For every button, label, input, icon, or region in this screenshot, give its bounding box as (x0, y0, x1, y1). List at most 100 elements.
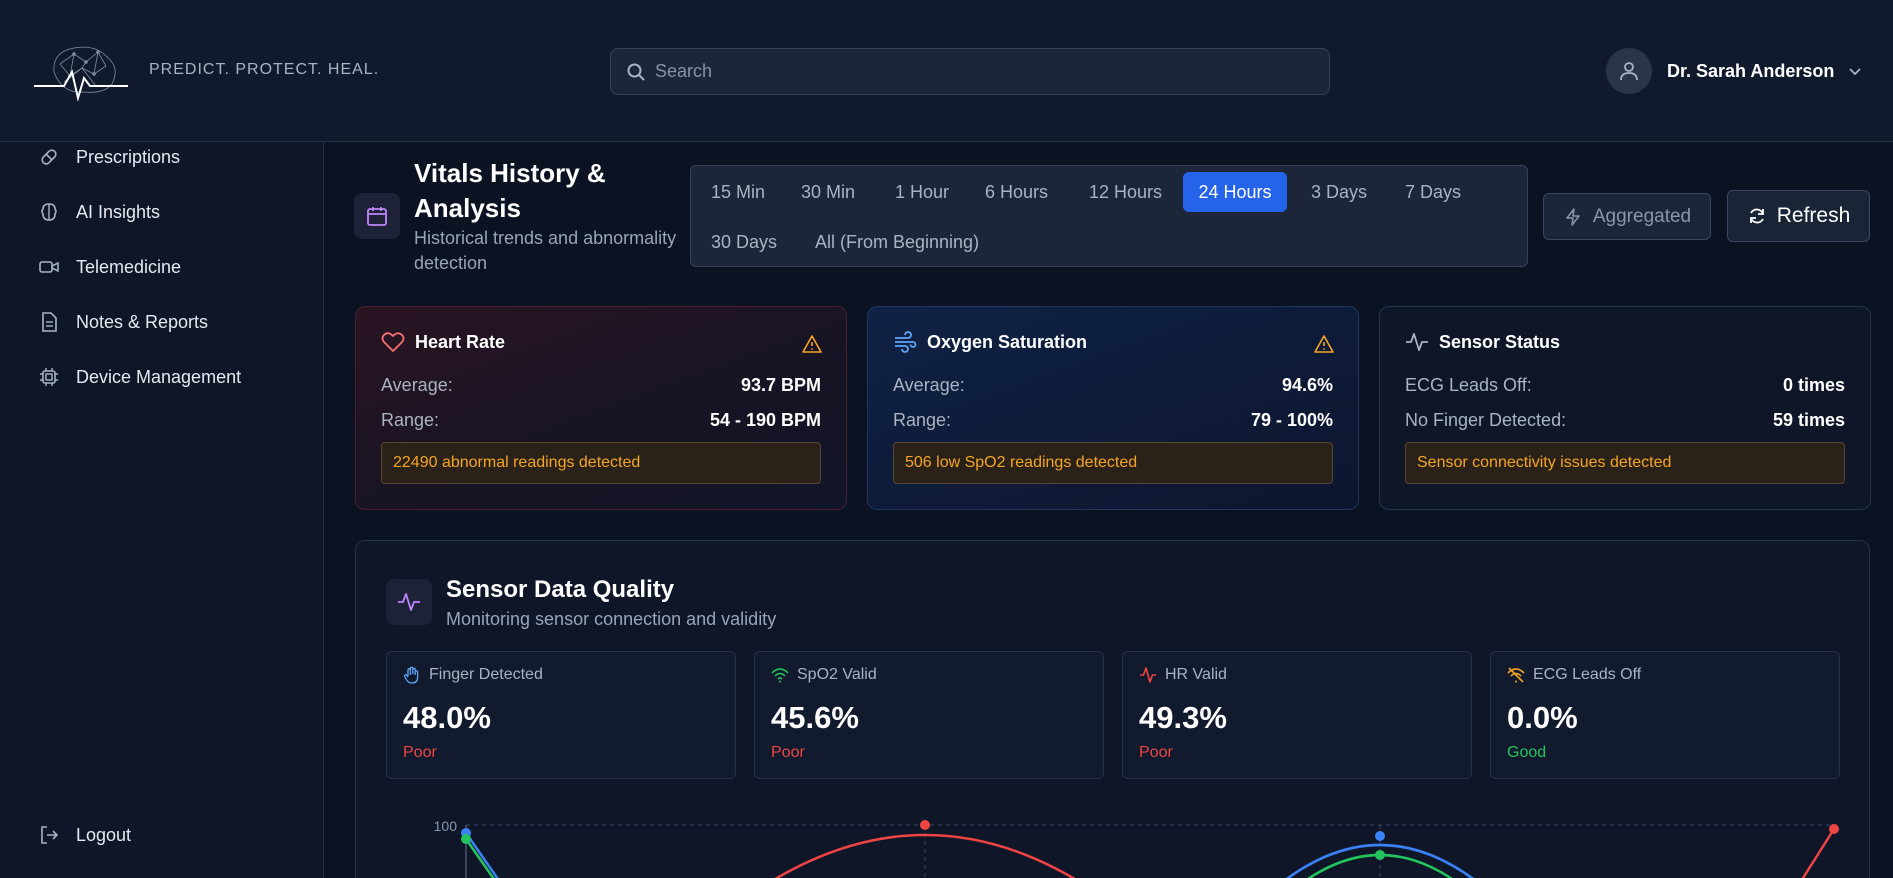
stat-label: Average: (381, 375, 453, 395)
range-7-days[interactable]: 7 Days (1405, 181, 1462, 202)
logout-button[interactable]: Logout (38, 820, 131, 850)
metric-header: HR Valid (1139, 666, 1227, 684)
oxygen-saturation-card: Oxygen Saturation Average: 94.6% Range: 79… (867, 306, 1359, 510)
chart-point-green-peak (1375, 850, 1385, 860)
warning-icon (1314, 335, 1334, 353)
alert-message: 506 low SpO2 readings detected (893, 442, 1333, 484)
stat-label: Range: (893, 410, 952, 430)
alert-message: Sensor connectivity issues detected (1405, 442, 1845, 484)
metric-card-spo2-valid: SpO2 Valid 45.6% Poor (754, 651, 1104, 779)
sidebar: Prescriptions AI Insights Telemedicine N… (0, 142, 324, 878)
metric-value: 48.0% (403, 700, 491, 735)
stat-value: 94.6% (1281, 375, 1333, 395)
video-icon (39, 261, 59, 273)
metric-status: Poor (771, 744, 805, 761)
chart-point-green-start (461, 834, 471, 844)
metric-label: ECG Leads Off (1533, 666, 1642, 683)
sidebar-item-device-management[interactable]: Device Management (38, 362, 241, 392)
logout-label: Logout (76, 824, 132, 845)
hand-icon (404, 666, 419, 684)
chart-series-red-tail (1801, 828, 1836, 878)
panel-title: Sensor Data Quality (446, 576, 675, 603)
stat-value: 0 times (1782, 375, 1845, 395)
chart-series-red (774, 833, 1076, 878)
range-30-days[interactable]: 30 Days (711, 231, 778, 252)
activity-icon (398, 593, 420, 611)
range-3-days[interactable]: 3 Days (1311, 181, 1368, 202)
stat-value: 54 - 190 BPM (709, 410, 821, 430)
metric-status: Good (1507, 744, 1547, 761)
refresh-label: Refresh (1776, 204, 1851, 227)
sidebar-item-label: Prescriptions (76, 146, 181, 167)
stat-label: No Finger Detected: (1405, 410, 1567, 430)
chevron-down-icon[interactable] (1846, 62, 1864, 80)
metric-value: 0.0% (1507, 700, 1578, 735)
search-bar[interactable] (610, 48, 1330, 95)
page-subtitle: Historical trends and abnormality detect… (414, 228, 677, 273)
card-title: Oxygen Saturation (927, 331, 1088, 352)
stat-row-no-finger: No Finger Detected: 59 times (1405, 410, 1845, 431)
metric-header: Finger Detected (403, 666, 543, 684)
user-name[interactable]: Dr. Sarah Anderson (1667, 60, 1835, 81)
stat-value: 93.7 BPM (740, 375, 821, 395)
stat-row-average: Average: 93.7 BPM (381, 375, 821, 396)
card-title: Sensor Status (1439, 331, 1561, 352)
user-icon (1620, 62, 1638, 81)
range-all[interactable]: All (From Beginning) (815, 231, 980, 252)
metric-card-hr-valid: HR Valid 49.3% Poor (1122, 651, 1472, 779)
stat-row-range: Range: 79 - 100% (893, 410, 1333, 431)
sidebar-item-notes-reports[interactable]: Notes & Reports (38, 307, 208, 337)
pulse-icon (1406, 333, 1428, 351)
card-header: Oxygen Saturation (893, 331, 1087, 353)
stat-label: Range: (381, 410, 440, 430)
chart-y-tick-label: 100 (434, 818, 458, 834)
metric-value: 49.3% (1139, 700, 1227, 735)
sidebar-item-ai-insights[interactable]: AI Insights (38, 197, 160, 227)
chart-series-blue-arc (1286, 843, 1474, 878)
stat-label: ECG Leads Off: (1405, 375, 1532, 395)
aggregated-button[interactable]: Aggregated (1543, 193, 1711, 240)
sidebar-item-label: Device Management (76, 366, 242, 387)
range-30-min[interactable]: 30 Min (801, 181, 856, 202)
brand-tagline: PREDICT. PROTECT. HEAL. (149, 61, 380, 78)
stat-row-ecg-leads-off: ECG Leads Off: 0 times (1405, 375, 1845, 396)
refresh-button[interactable]: Refresh (1727, 190, 1870, 242)
wifi-off-icon (1507, 667, 1525, 683)
logout-icon (41, 826, 59, 844)
range-1-hour[interactable]: 1 Hour (895, 181, 950, 202)
wind-icon (895, 331, 917, 353)
metric-label: SpO2 Valid (797, 666, 877, 683)
sidebar-item-telemedicine[interactable]: Telemedicine (38, 252, 181, 282)
metric-label: Finger Detected (429, 666, 543, 683)
top-header: PREDICT. PROTECT. HEAL. Dr. Sarah Anders… (0, 0, 1893, 142)
wifi-icon (771, 668, 789, 683)
metric-label: HR Valid (1165, 666, 1227, 683)
sensor-quality-chart: 100 (434, 818, 1839, 878)
search-icon (627, 63, 645, 81)
chart-point-red-end (1829, 824, 1839, 834)
range-15-min[interactable]: 15 Min (711, 181, 766, 202)
range-6-hours[interactable]: 6 Hours (985, 181, 1049, 202)
chart-series-green (464, 838, 495, 878)
metric-card-finger-detected: Finger Detected 48.0% Poor (386, 651, 736, 779)
stat-value: 79 - 100% (1250, 410, 1333, 430)
metric-status: Poor (1139, 744, 1173, 761)
sidebar-item-label: Telemedicine (76, 256, 182, 277)
user-menu[interactable]: Dr. Sarah Anderson (1606, 48, 1864, 94)
stat-row-range: Range: 54 - 190 BPM (381, 410, 821, 431)
sidebar-item-prescriptions[interactable]: Prescriptions (38, 142, 180, 172)
card-header: Sensor Status (1405, 331, 1560, 353)
search-input[interactable] (655, 49, 1315, 94)
avatar[interactable] (1606, 48, 1652, 94)
warning-icon (802, 335, 822, 353)
range-24-hours[interactable]: 24 Hours (1183, 172, 1287, 212)
metric-card-ecg-leads-off: ECG Leads Off 0.0% Good (1490, 651, 1840, 779)
chart-point-red-peak (920, 820, 930, 830)
metric-value: 45.6% (771, 700, 859, 735)
time-range-selector: 15 Min 30 Min 1 Hour 6 Hours 12 Hours 24… (690, 165, 1528, 267)
stat-row-average: Average: 94.6% (893, 375, 1333, 396)
range-12-hours[interactable]: 12 Hours (1089, 181, 1163, 202)
activity-icon-badge (386, 579, 432, 625)
document-icon (42, 312, 57, 332)
card-header: Heart Rate (381, 331, 505, 353)
